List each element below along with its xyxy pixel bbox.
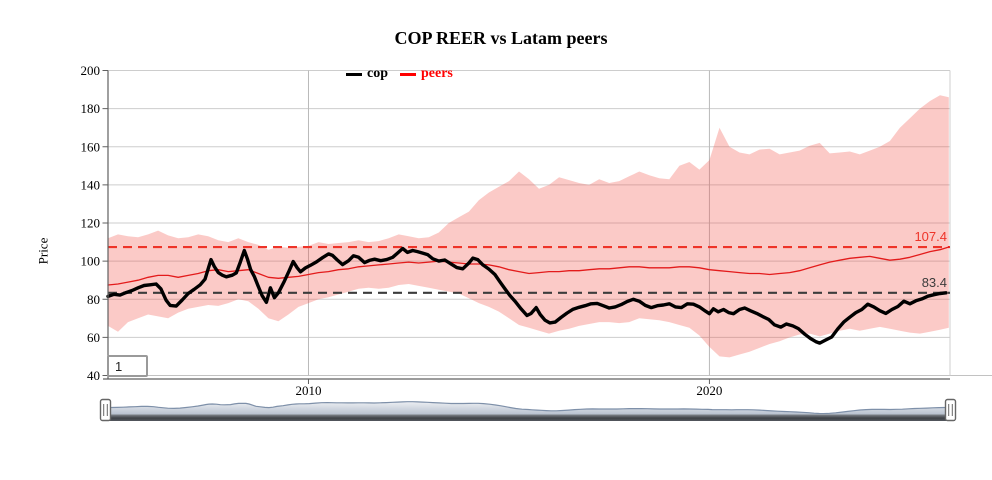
x-tick-label: 2010 — [295, 383, 321, 398]
y-tick-label: 80 — [87, 292, 100, 307]
legend-item-cop[interactable]: cop — [346, 66, 388, 82]
y-tick-label: 160 — [81, 139, 101, 154]
annotation-1-label: 1 — [115, 359, 123, 374]
peers-level-label: 107.4 — [914, 229, 947, 244]
y-tick-label: 140 — [81, 177, 101, 192]
peers-line-swatch-icon — [400, 72, 416, 76]
legend-label-cop: cop — [367, 66, 388, 81]
peers-line — [107, 246, 950, 286]
navigator-area[interactable] — [105, 401, 955, 415]
y-tick-label: 100 — [81, 254, 101, 269]
x-tick-label: 2020 — [696, 383, 722, 398]
page-title: COP REER vs Latam peers — [394, 28, 608, 48]
peers-range-band — [108, 95, 949, 358]
cop-line-swatch-icon — [346, 72, 362, 76]
y-tick-label: 120 — [81, 216, 101, 231]
y-tick-label: 60 — [87, 330, 100, 345]
y-tick-label: 40 — [87, 368, 100, 383]
navigator-left-handle[interactable] — [99, 398, 112, 422]
legend-item-peers[interactable]: peers — [400, 66, 453, 82]
y-tick-label: 180 — [81, 101, 101, 116]
navigator-track-bar[interactable] — [105, 414, 955, 422]
navigator-outline — [104, 401, 955, 415]
legend-label-peers: peers — [421, 66, 453, 81]
annotation-1-box: 1 — [107, 355, 148, 377]
cop-level-label: 83.4 — [921, 275, 947, 290]
cop-line — [106, 246, 948, 345]
y-tick-label: 200 — [81, 63, 101, 78]
legend: cop peers — [346, 66, 453, 82]
y-axis-title: Price — [35, 237, 51, 265]
navigator-right-handle[interactable] — [944, 398, 957, 422]
